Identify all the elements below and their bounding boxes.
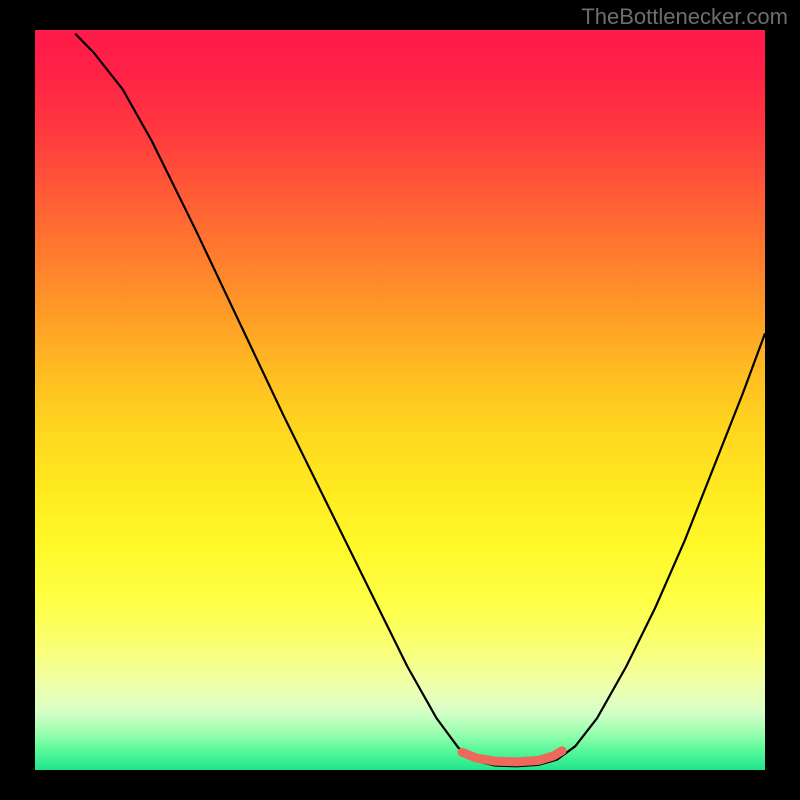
plot-gradient-background [35, 30, 765, 770]
chart-container: TheBottlenecker.com [0, 0, 800, 800]
watermark-text: TheBottlenecker.com [581, 4, 788, 29]
bottleneck-curve-chart: TheBottlenecker.com [0, 0, 800, 800]
